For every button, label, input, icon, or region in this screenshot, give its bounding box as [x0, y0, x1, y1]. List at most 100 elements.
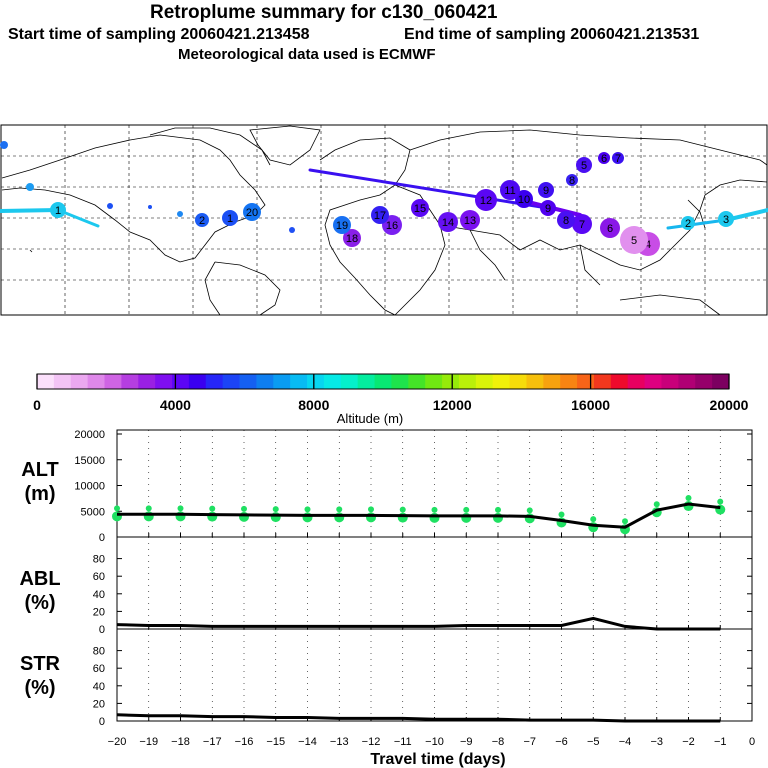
x-tick-label: 0: [749, 736, 755, 748]
colorbar-swatch: [138, 374, 156, 389]
alt-marker: [495, 506, 501, 513]
trajectory-marker: [475, 189, 497, 211]
trajectory-day-label: 19: [336, 220, 348, 232]
trajectory-day-label: 8: [569, 175, 575, 187]
trajectory-marker: [243, 203, 261, 221]
trajectory-day-label: 6: [607, 223, 613, 235]
trajectory-day-label: 9: [545, 203, 551, 215]
trajectory-marker: [411, 199, 429, 217]
trajectory-day-label: 8: [563, 215, 569, 227]
y-tick-label: 0: [99, 532, 105, 544]
colorbar-swatch: [610, 374, 629, 389]
colorbar-swatch: [205, 374, 224, 389]
trajectory-day-label: 13: [464, 215, 476, 227]
map-coastlines: [1, 125, 768, 316]
trajectory-day-label: 3: [723, 214, 729, 226]
alt-marker: [241, 505, 247, 512]
colorbar-swatch: [509, 374, 527, 389]
trajectory-marker: [540, 200, 556, 216]
x-tick-label: −20: [108, 736, 127, 748]
colorbar-swatch: [323, 374, 342, 389]
panel-label: ABL: [19, 568, 60, 590]
trajectory-marker: [26, 183, 34, 191]
colorbar-swatch: [593, 374, 612, 389]
y-tick-label: 60: [93, 571, 105, 583]
y-tick-label: 40: [93, 681, 105, 693]
x-tick-label: −16: [235, 736, 254, 748]
colorbar-swatch: [678, 374, 696, 389]
y-tick-label: 80: [93, 646, 105, 658]
panel-str: 0 20 40 60 80 STR(%): [20, 628, 753, 728]
chart-title: Retroplume summary for c130_060421: [150, 2, 498, 23]
trajectory-marker: [576, 157, 592, 173]
alt-marker: [463, 506, 470, 513]
trajectory-marker: [371, 206, 389, 224]
x-tick-label: −19: [139, 736, 158, 748]
colorbar-swatch: [627, 374, 646, 389]
x-tick-label: −13: [330, 736, 349, 748]
colorbar-swatch: [695, 374, 713, 389]
x-tick-label: −11: [394, 736, 412, 748]
colorbar-swatch: [172, 374, 190, 389]
alt-marker: [145, 505, 152, 512]
trajectory-day-label: 5: [581, 160, 587, 172]
trajectory-day-label: 7: [615, 153, 621, 165]
x-tick-label: −17: [203, 736, 222, 748]
y-tick-label: 40: [93, 589, 105, 601]
series-line-abl: [116, 616, 721, 631]
y-tick-label: 60: [93, 663, 105, 675]
x-tick-label: −3: [650, 736, 663, 748]
trajectory-marker: [598, 152, 610, 164]
colorbar-swatch: [458, 374, 477, 389]
y-tick-label: 80: [93, 554, 105, 566]
colorbar-swatch: [273, 374, 291, 389]
end-time-label: End time of sampling 20060421.213531: [404, 26, 700, 43]
colorbar-tick-label: 8000: [298, 397, 329, 413]
colorbar-swatch: [560, 374, 578, 389]
trajectory-marker: [195, 213, 209, 227]
trajectory-marker: [681, 216, 695, 230]
trajectory-marker: [148, 205, 152, 209]
alt-marker: [399, 506, 406, 513]
alt-marker: [717, 498, 724, 505]
colorbar-swatch: [391, 374, 409, 389]
trajectory-marker: [0, 141, 8, 149]
colorbar-tick-label: 4000: [160, 397, 191, 413]
trajectory-day-label: 10: [518, 194, 530, 206]
alt-marker: [239, 511, 249, 522]
trajectory-day-label: 12: [480, 195, 492, 207]
x-tick-label: −1: [714, 736, 727, 748]
colorbar-swatch: [307, 374, 325, 389]
y-tick-label: 20: [93, 606, 105, 618]
time-series-panels: 05000100001500020000ALT(m)020406080ABL(%…: [19, 429, 755, 768]
x-tick-label: −8: [492, 736, 505, 748]
alt-marker: [304, 506, 311, 513]
trajectory-marker: [343, 229, 361, 247]
trajectory-marker: [177, 211, 183, 217]
panel-label: STR: [20, 653, 61, 675]
series-line-alt: [117, 502, 721, 529]
x-tick-label: −7: [523, 736, 536, 748]
y-tick-label: 0: [99, 716, 105, 728]
alt-marker: [336, 506, 343, 513]
trajectory-day-label: 17: [374, 210, 386, 222]
trajectory-marker: [500, 180, 520, 200]
colorbar-swatch: [408, 374, 426, 389]
x-tick-label: −4: [619, 736, 632, 748]
trajectory-marker: [620, 226, 648, 254]
trajectory-marker: [222, 210, 238, 226]
panel-label: ALT: [21, 459, 58, 481]
trajectory-marker: [438, 212, 458, 232]
trajectory-marker: [50, 202, 66, 218]
colorbar-swatch: [644, 374, 662, 389]
x-tick-label: −14: [298, 736, 317, 748]
trajectory-marker: [718, 211, 734, 227]
alt-marker: [558, 511, 565, 518]
colorbar-swatch: [87, 374, 105, 389]
y-tick-label: 20000: [74, 429, 105, 441]
trajectory-day-label: 5: [631, 235, 637, 247]
x-tick-label: −18: [171, 736, 190, 748]
alt-marker: [526, 507, 533, 514]
